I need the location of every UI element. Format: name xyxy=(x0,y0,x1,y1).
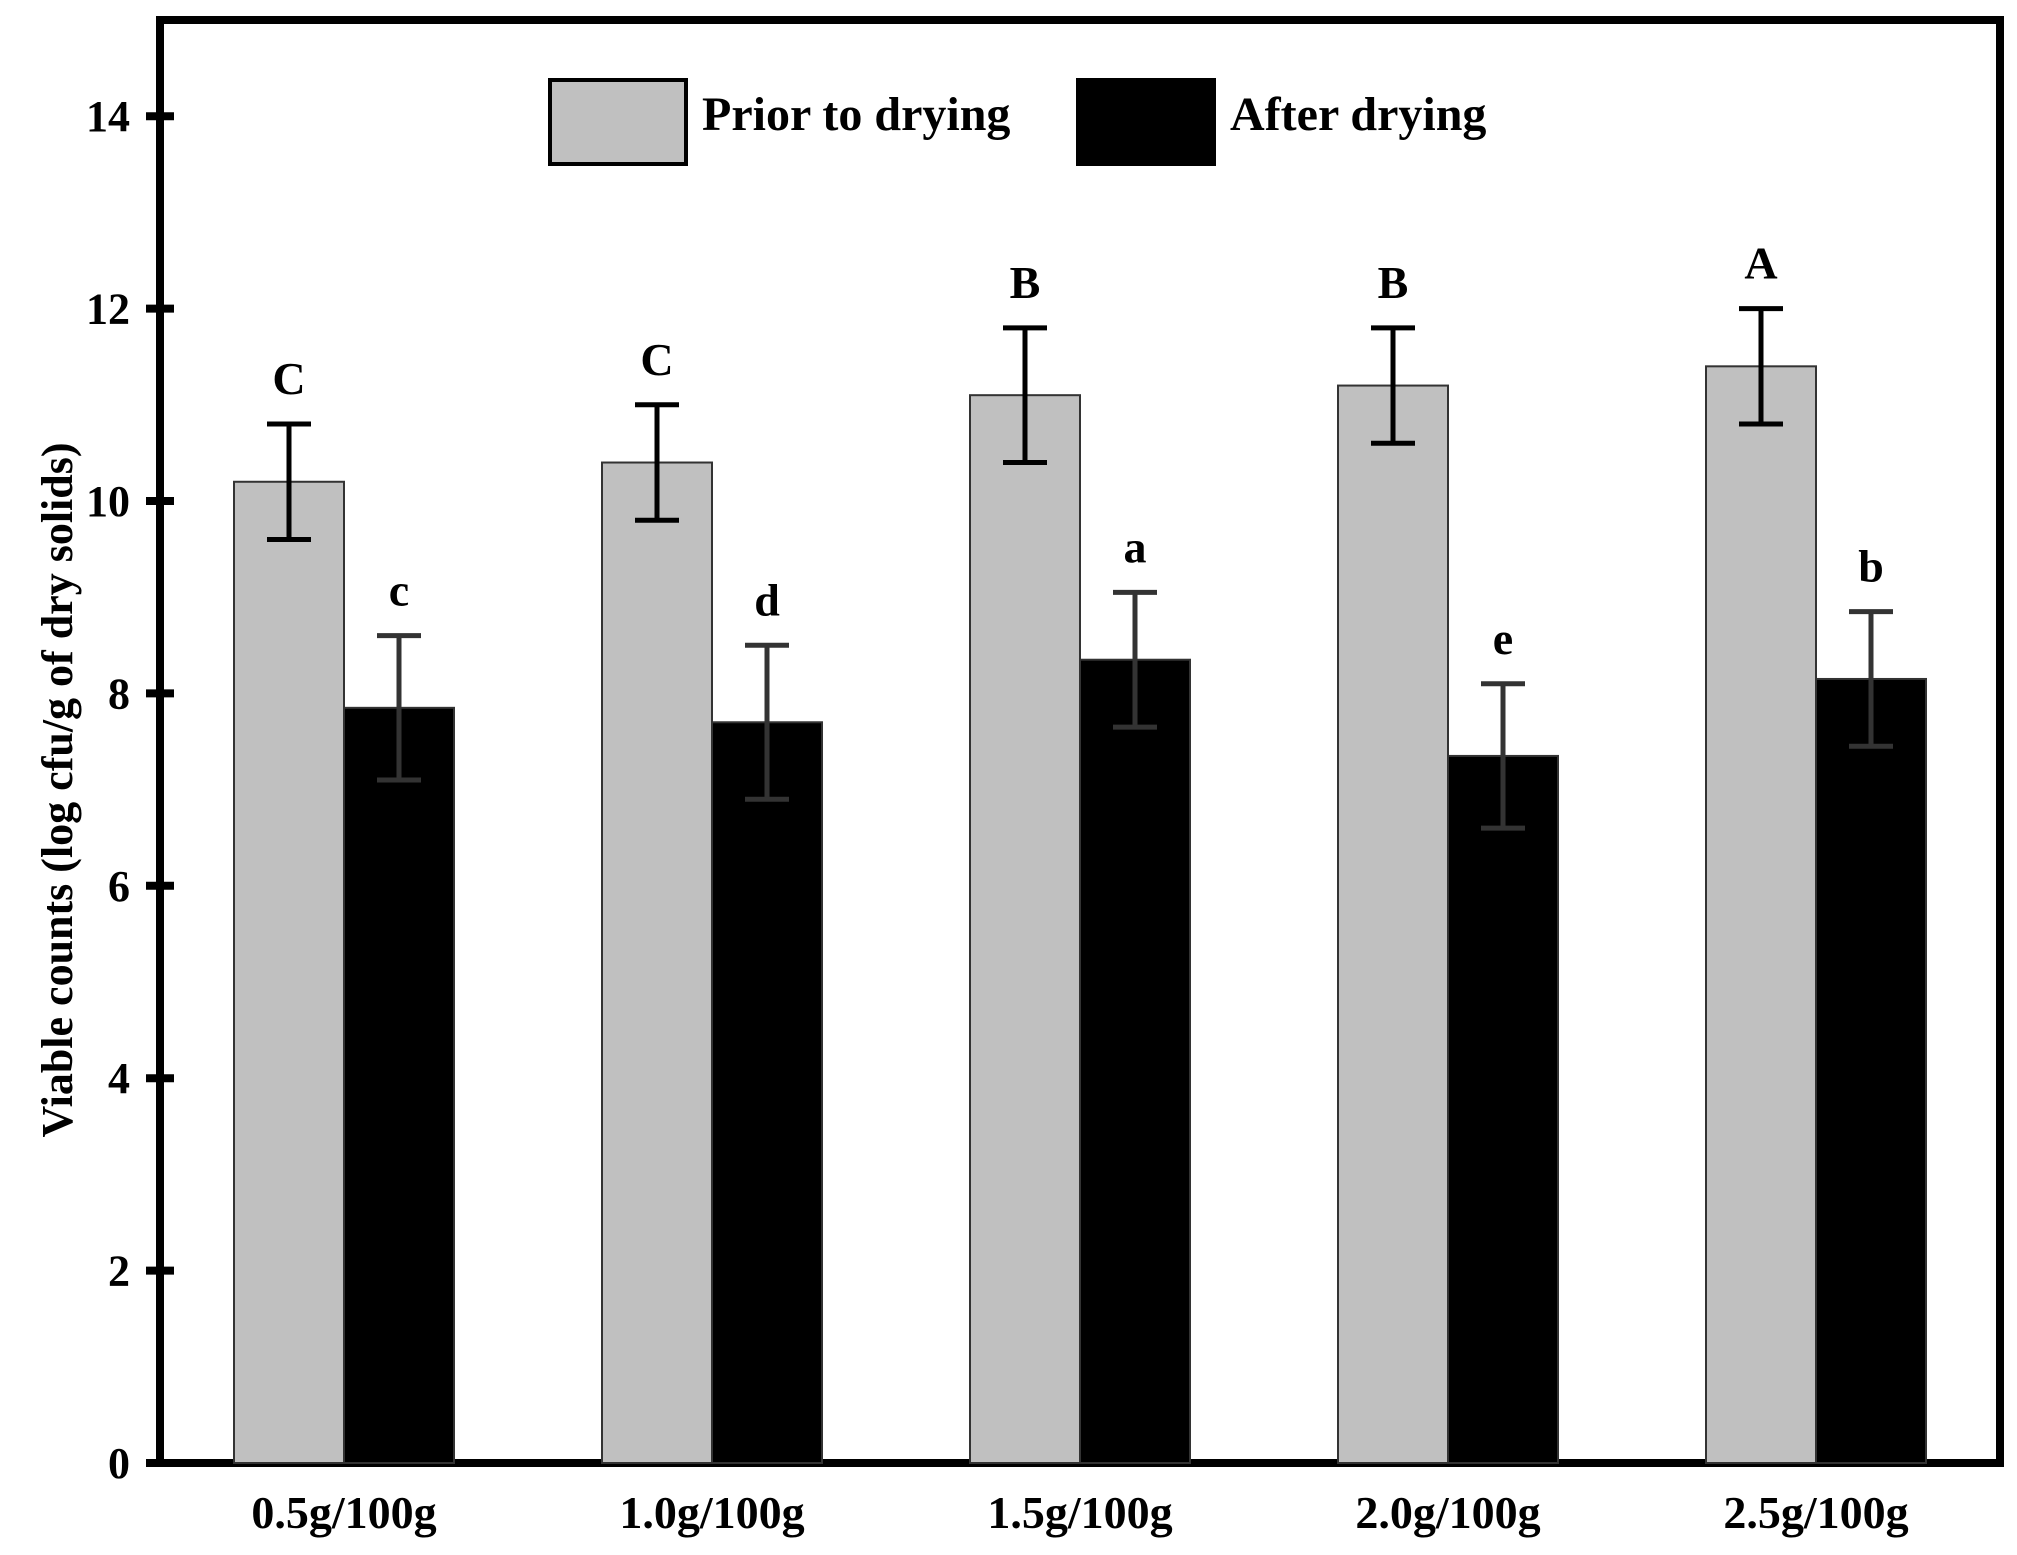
y-tick-label: 0 xyxy=(108,1439,130,1488)
y-tick-label: 12 xyxy=(86,285,130,334)
significance-label-prior: B xyxy=(1010,257,1041,308)
y-tick-label: 8 xyxy=(108,669,130,718)
y-tick-label: 14 xyxy=(86,92,130,141)
legend-swatch-prior xyxy=(548,78,688,166)
bar-after xyxy=(1079,658,1191,1464)
legend-swatch-after xyxy=(1076,78,1216,166)
bar-after xyxy=(343,706,455,1464)
significance-label-prior: A xyxy=(1744,238,1777,289)
x-tick-label: 1.0g/100g xyxy=(619,1487,804,1538)
y-tick-label: 6 xyxy=(108,862,130,911)
significance-label-after: b xyxy=(1858,541,1884,592)
bars: Cc Cd Ba Be Ab xyxy=(233,238,1927,1465)
bar-after xyxy=(711,721,823,1464)
x-tick-label: 2.0g/100g xyxy=(1355,1487,1540,1538)
bar-prior xyxy=(601,461,713,1464)
x-tick-label: 1.5g/100g xyxy=(987,1487,1172,1538)
significance-label-after: c xyxy=(389,565,409,616)
bar-prior xyxy=(969,394,1081,1464)
bar-prior xyxy=(1337,384,1449,1464)
y-axis: 0 2 4 6 8 10 12 14 xyxy=(86,92,174,1488)
significance-label-after: a xyxy=(1124,521,1147,572)
bar-after xyxy=(1447,754,1559,1464)
bar-prior xyxy=(233,480,345,1464)
y-tick-label: 10 xyxy=(86,477,130,526)
x-axis: 0.5g/100g 1.0g/100g 1.5g/100g 2.0g/100g 2.5g… xyxy=(251,1487,1908,1538)
y-axis-label: Viable counts (log cfu/g of dry solids) xyxy=(33,442,82,1137)
bar-prior xyxy=(1705,365,1817,1465)
legend: Prior to drying After drying xyxy=(548,78,1486,166)
x-tick-label: 2.5g/100g xyxy=(1723,1487,1908,1538)
bar-after xyxy=(1815,677,1927,1464)
significance-label-prior: C xyxy=(272,353,305,404)
x-tick-label: 0.5g/100g xyxy=(251,1487,436,1538)
y-tick-label: 4 xyxy=(108,1054,130,1103)
significance-label-after: e xyxy=(1493,613,1513,664)
significance-label-after: d xyxy=(754,574,780,625)
y-tick-label: 2 xyxy=(108,1247,130,1296)
significance-label-prior: B xyxy=(1378,257,1409,308)
legend-label-prior: Prior to drying xyxy=(702,88,1010,141)
significance-label-prior: C xyxy=(640,334,673,385)
legend-label-after: After drying xyxy=(1230,88,1486,141)
